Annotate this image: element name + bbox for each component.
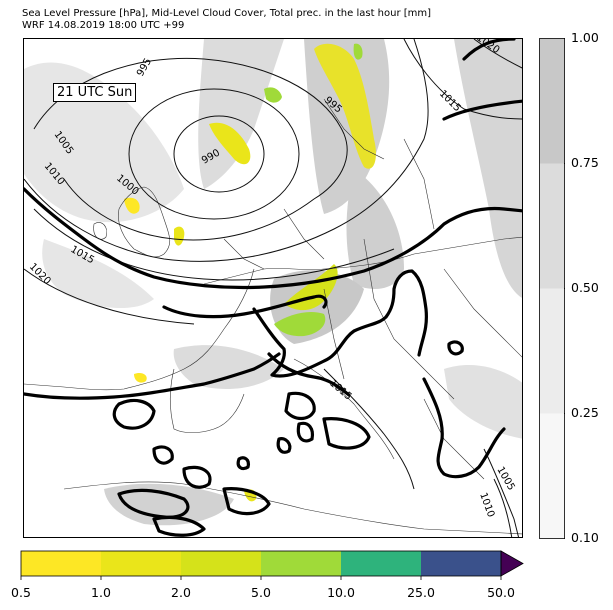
- coastlines-layer: [24, 98, 522, 535]
- cloud-cover-colorbar-segment: [539, 413, 565, 539]
- precipitation-colorbar-bar: [20, 550, 524, 580]
- precipitation-colorbar-segment: [21, 551, 101, 576]
- precipitation-colorbar-tick-label: 5.0: [251, 585, 271, 600]
- cloud-cover-layer: [24, 39, 522, 526]
- isobar-label: 1015: [327, 378, 354, 403]
- precipitation-colorbar-segment: [261, 551, 341, 576]
- cloud-cover-colorbar-bar: [539, 38, 565, 539]
- precipitation-colorbar-segment: [421, 551, 501, 576]
- precipitation-colorbar-tick-label: 50.0: [487, 585, 515, 600]
- cloud-cover-colorbar-tick-label: 0.10: [571, 530, 599, 545]
- map-canvas: 995 995 990 1000 1005 1010 1015 1020 102…: [24, 39, 522, 537]
- cloud-cover-colorbar-tick-label: 0.50: [571, 280, 599, 295]
- cloud-cover-colorbar-segment: [539, 38, 565, 164]
- cloud-cover-colorbar-tick-label: 0.25: [571, 405, 599, 420]
- precipitation-colorbar-tick-label: 1.0: [91, 585, 111, 600]
- precipitation-colorbar-tick-label: 0.5: [11, 585, 31, 600]
- precipitation-colorbar-extend-arrow: [500, 550, 524, 577]
- weather-map: 995 995 990 1000 1005 1010 1015 1020 102…: [23, 38, 523, 538]
- cloud-cover-colorbar-segment: [539, 163, 565, 289]
- isobar-1015-thick: [24, 39, 522, 537]
- cloud-cover-colorbar-segment: [539, 288, 565, 414]
- isobars-thin: [24, 39, 522, 537]
- isobar-label: 995: [135, 56, 154, 78]
- valid-time-label: 21 UTC Sun: [53, 83, 137, 102]
- precipitation-colorbar-segment: [181, 551, 261, 576]
- cloud-cover-colorbar-tick-label: 1.00: [571, 30, 599, 45]
- model-run-subtitle: WRF 14.08.2019 18:00 UTC +99: [22, 20, 185, 31]
- precipitation-colorbar-segment: [101, 551, 181, 576]
- precipitation-colorbar-segment: [341, 551, 421, 576]
- precipitation-colorbar-tick-label: 2.0: [171, 585, 191, 600]
- cloud-cover-colorbar-tick-label: 0.75: [571, 155, 599, 170]
- precipitation-colorbar-tick-label: 25.0: [407, 585, 435, 600]
- isobar-label: 1010: [477, 491, 496, 519]
- isobar-label: 1015: [437, 88, 463, 114]
- precipitation-colorbar-tick-label: 10.0: [327, 585, 355, 600]
- map-title: Sea Level Pressure [hPa], Mid-Level Clou…: [22, 8, 432, 19]
